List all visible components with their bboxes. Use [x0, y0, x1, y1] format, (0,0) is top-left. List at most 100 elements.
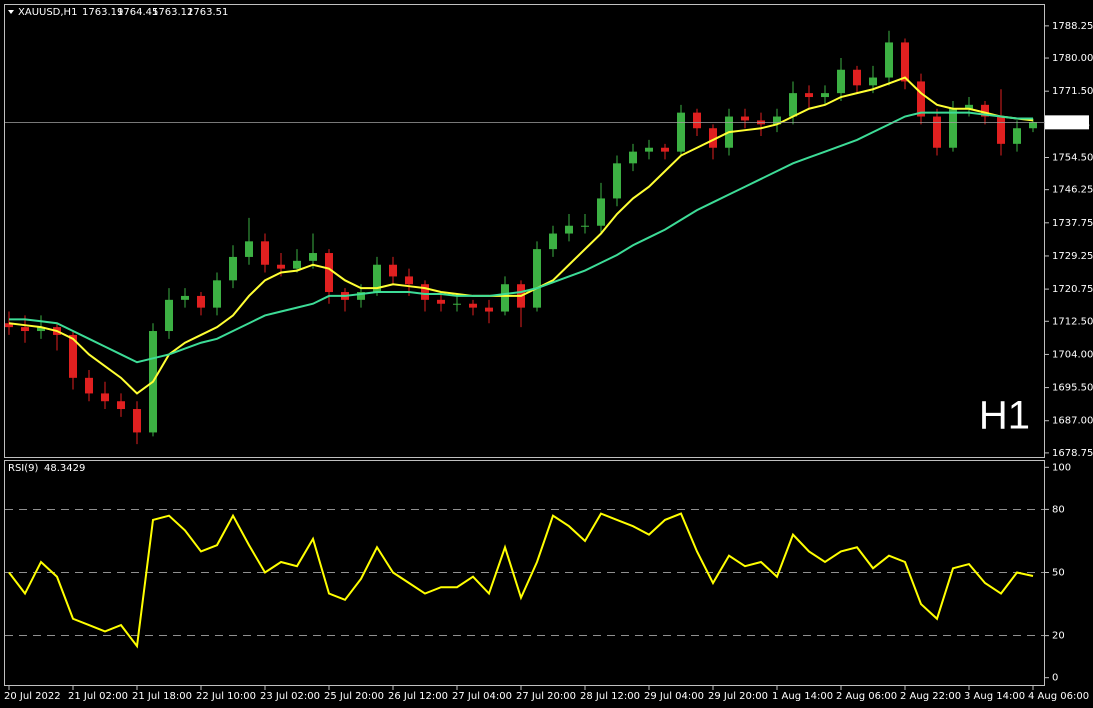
candle-body: [1029, 122, 1037, 129]
candle-body: [277, 264, 285, 269]
candle-body: [213, 280, 221, 308]
candle-body: [133, 409, 141, 433]
y-tick-label: 1771.50: [1052, 86, 1093, 97]
x-tick-label: 4 Aug 06:00: [1028, 691, 1089, 702]
close: 1763.51: [187, 7, 228, 18]
moving-average: [9, 111, 1033, 364]
y-tick-label: 1788.25: [1052, 21, 1093, 32]
candle-body: [565, 225, 573, 234]
candle-body: [981, 104, 989, 117]
candle-body: [885, 42, 893, 78]
x-tick-label: 27 Jul 20:00: [516, 691, 576, 702]
candle-body: [181, 295, 189, 300]
candle-body: [549, 233, 557, 250]
candle-body: [789, 93, 797, 117]
candle-body: [597, 198, 605, 226]
candle-body: [837, 69, 845, 94]
candle-body: [693, 112, 701, 129]
candle-body: [117, 401, 125, 410]
candle-body: [917, 81, 925, 117]
candle-body: [85, 377, 93, 394]
y-tick-label: 1695.50: [1052, 383, 1093, 394]
candle-body: [965, 104, 973, 109]
candle-body: [293, 260, 301, 269]
candle-body: [453, 303, 461, 305]
candle-body: [997, 116, 1005, 144]
candle-body: [101, 393, 109, 402]
rsi-name: RSI(9): [8, 463, 39, 474]
y-tick-label: 80: [1052, 504, 1065, 515]
candle-body: [613, 163, 621, 199]
candle-body: [805, 93, 813, 98]
x-tick-label: 3 Aug 14:00: [964, 691, 1025, 702]
candle-body: [501, 284, 509, 312]
candle-body: [309, 253, 317, 261]
y-tick-label: 1678.75: [1052, 448, 1093, 459]
x-tick-label: 23 Jul 02:00: [260, 691, 320, 702]
symbol: XAUUSD,H1: [18, 7, 77, 18]
candle-body: [37, 327, 45, 332]
x-tick-label: 29 Jul 20:00: [708, 691, 768, 702]
candle-body: [389, 264, 397, 277]
price-panel: [4, 4, 1045, 458]
candle-body: [629, 151, 637, 164]
candle-body: [821, 93, 829, 98]
candle-body: [661, 147, 669, 152]
x-tick-label: 28 Jul 12:00: [580, 691, 640, 702]
x-tick-label: 2 Aug 06:00: [836, 691, 897, 702]
y-tick-label: 1720.75: [1052, 284, 1093, 295]
low: 1763.12: [152, 7, 193, 18]
candle-body: [165, 299, 173, 332]
candle-body: [245, 241, 253, 257]
candle-body: [229, 256, 237, 281]
x-tick-label: 22 Jul 10:00: [196, 691, 256, 702]
x-tick-label: 27 Jul 04:00: [452, 691, 512, 702]
y-tick-label: 1780.00: [1052, 53, 1093, 64]
open: 1763.19: [82, 7, 123, 18]
y-tick-label: 0: [1052, 673, 1058, 684]
x-tick-label: 25 Jul 20:00: [324, 691, 384, 702]
candle-body: [645, 147, 653, 152]
candle-body: [677, 112, 685, 152]
y-tick-label: 1737.75: [1052, 218, 1093, 229]
x-tick-label: 2 Aug 22:00: [900, 691, 961, 702]
candle-body: [261, 241, 269, 265]
candle-body: [405, 276, 413, 285]
rsi-value: 48.3429: [44, 463, 85, 474]
candle-body: [949, 108, 957, 148]
menu-arrow[interactable]: [8, 10, 14, 14]
price-box: [1045, 115, 1089, 130]
candle-body: [773, 116, 781, 125]
y-tick-label: 100: [1052, 462, 1071, 473]
candle-body: [197, 295, 205, 308]
candle-body: [853, 69, 861, 86]
candle-body: [437, 299, 445, 304]
price-label: 1763.51: [1049, 117, 1090, 128]
watermark: H1: [979, 394, 1030, 438]
y-tick-label: 1754.50: [1052, 152, 1093, 163]
x-tick-label: 29 Jul 04:00: [644, 691, 704, 702]
candle-body: [901, 42, 909, 82]
candle-body: [933, 116, 941, 148]
candle-body: [325, 253, 333, 293]
candle-body: [709, 128, 717, 148]
candle-body: [21, 327, 29, 332]
candle-body: [533, 249, 541, 308]
candle-body: [69, 334, 77, 378]
candle-body: [357, 292, 365, 300]
candle-body: [469, 303, 477, 308]
y-tick-label: 1729.25: [1052, 251, 1093, 262]
y-tick-label: 1704.00: [1052, 349, 1093, 360]
rsi-panel: [4, 460, 1045, 686]
high: 1764.45: [117, 7, 158, 18]
candle-body: [373, 264, 381, 293]
x-tick-label: 26 Jul 12:00: [388, 691, 448, 702]
y-tick-label: 50: [1052, 568, 1065, 579]
y-tick-label: 1687.00: [1052, 416, 1093, 427]
candle-body: [581, 225, 589, 227]
y-tick-label: 1712.50: [1052, 316, 1093, 327]
rsi-line: [8, 512, 1034, 649]
x-tick-label: 20 Jul 2022: [4, 691, 61, 702]
